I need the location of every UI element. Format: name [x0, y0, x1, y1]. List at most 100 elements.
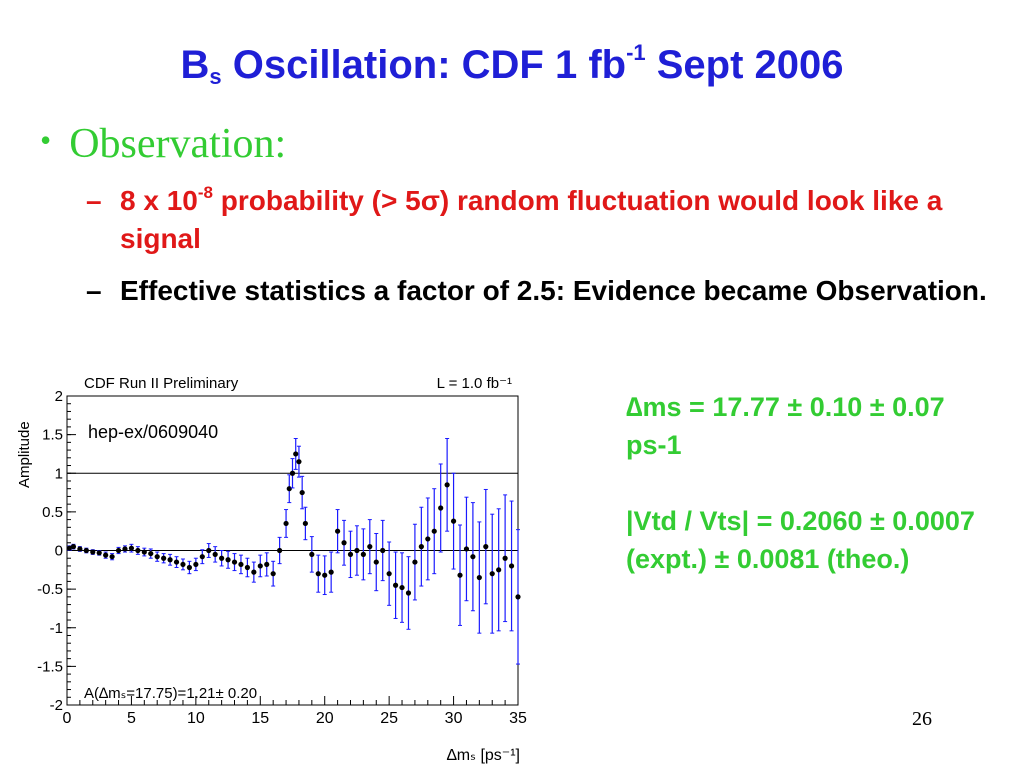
data-point — [173, 559, 180, 565]
data-point — [450, 518, 457, 524]
chart-y-label: Amplitude — [16, 421, 33, 488]
x-tick-label: 30 — [445, 710, 463, 727]
result-delta-ms: ∆ms = 17.77 ± 0.10 ± 0.07 ps-1 — [626, 392, 945, 460]
x-tick-label: 25 — [380, 710, 398, 727]
page-number: 26 — [912, 708, 932, 730]
y-tick-label: 0 — [55, 543, 63, 560]
data-point — [322, 572, 328, 578]
x-tick-label: 35 — [509, 710, 527, 727]
data-point — [270, 571, 276, 577]
data-point — [251, 569, 257, 575]
data-point — [457, 572, 463, 578]
data-point — [283, 520, 289, 527]
data-point — [399, 584, 405, 591]
data-point — [154, 554, 160, 560]
data-point — [405, 590, 412, 596]
x-tick-label: 0 — [63, 710, 72, 727]
sub-item-probability: – 8 x 10-8 probability (> 5σ) random flu… — [86, 183, 943, 254]
y-tick-label: 1 — [55, 465, 63, 482]
data-point — [161, 555, 167, 561]
data-point — [115, 547, 122, 554]
results-box: ∆ms = 17.77 ± 0.10 ± 0.07 ps-1 |Vtd / Vt… — [626, 388, 986, 578]
chart-x-label: ∆mₛ [ps⁻¹] — [447, 747, 520, 764]
data-point — [483, 544, 489, 550]
data-point — [212, 551, 218, 557]
x-tick-label: 20 — [316, 710, 334, 727]
data-point — [293, 451, 299, 457]
data-point — [309, 551, 315, 557]
data-point — [186, 564, 193, 571]
data-point — [286, 486, 292, 492]
data-point — [167, 557, 173, 563]
bullet-dot-icon: • — [40, 122, 52, 158]
y-tick-label: 2 — [55, 388, 63, 405]
data-point — [380, 547, 386, 554]
data-point — [373, 559, 379, 565]
data-point — [96, 550, 102, 556]
y-tick-label: -0.5 — [37, 581, 63, 598]
data-point — [463, 546, 470, 552]
data-point — [412, 559, 418, 565]
data-point — [328, 569, 334, 575]
data-point — [244, 564, 250, 571]
data-point — [264, 561, 270, 568]
data-point — [289, 470, 296, 476]
data-point — [515, 594, 521, 600]
data-point — [425, 536, 431, 542]
amplitude-scan-chart: CDF Run II Preliminary L = 1.0 fb⁻¹ hep-… — [16, 375, 527, 764]
data-point — [347, 551, 354, 557]
data-point — [489, 571, 495, 577]
data-point — [199, 554, 205, 560]
data-point — [77, 546, 83, 552]
data-point — [392, 582, 399, 588]
data-point — [335, 528, 341, 534]
data-point — [206, 547, 212, 554]
chart-header-right: L = 1.0 fb⁻¹ — [437, 375, 512, 392]
data-point — [296, 459, 302, 465]
x-tick-label: 10 — [187, 710, 205, 727]
data-point — [470, 554, 476, 560]
data-point — [103, 552, 109, 558]
data-point — [496, 567, 502, 573]
data-point — [193, 561, 199, 568]
data-point — [225, 557, 231, 563]
data-point — [476, 574, 482, 581]
x-tick-label: 5 — [127, 710, 136, 727]
data-point — [418, 544, 424, 550]
data-point — [502, 555, 508, 561]
y-tick-label: 0.5 — [42, 504, 63, 521]
data-point — [341, 540, 347, 546]
data-point — [367, 544, 373, 550]
data-point — [180, 561, 186, 568]
data-point — [431, 528, 437, 534]
data-point — [299, 489, 305, 496]
y-tick-label: -2 — [50, 697, 63, 714]
data-point — [128, 545, 135, 551]
data-point — [257, 563, 263, 569]
data-point — [302, 520, 308, 527]
data-point — [277, 547, 283, 554]
data-point — [444, 482, 450, 488]
chart-footer-note: A(∆mₛ=17.75)=1.21± 0.20 — [84, 685, 257, 702]
data-point — [238, 561, 244, 568]
data-point — [438, 505, 444, 511]
data-point — [109, 554, 115, 560]
data-point — [141, 549, 147, 555]
data-point — [70, 544, 77, 550]
data-point — [148, 550, 154, 557]
data-point — [90, 549, 96, 555]
data-point — [315, 571, 321, 577]
result-vtd-vts: |Vtd / Vts| = 0.2060 ± 0.0007 (expt.) ± … — [626, 506, 975, 574]
y-tick-label: -1 — [50, 620, 63, 637]
data-point — [508, 563, 515, 569]
sub-item-statistics: – Effective statistics a factor of 2.5: … — [86, 275, 987, 306]
data-point — [83, 547, 89, 554]
data-point — [231, 559, 238, 565]
data-point — [219, 555, 225, 561]
data-point — [354, 547, 360, 554]
data-point — [135, 547, 141, 554]
x-tick-label: 15 — [251, 710, 269, 727]
slide-title: Bs Oscillation: CDF 1 fb-1 Sept 2006 — [180, 40, 844, 89]
data-point — [122, 546, 128, 552]
chart-header-left: CDF Run II Preliminary — [84, 375, 239, 392]
